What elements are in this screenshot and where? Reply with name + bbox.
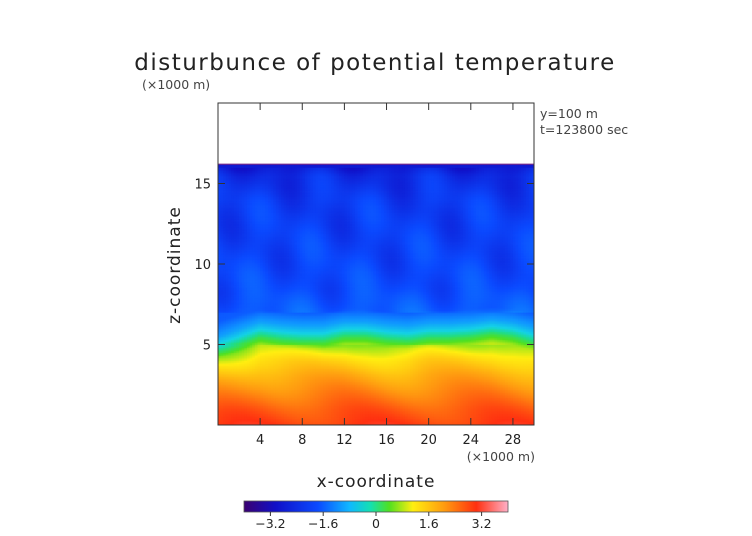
z-axis-label: z-coordinate bbox=[165, 206, 185, 324]
annotations: y=100 mt=123800 sec bbox=[540, 106, 628, 137]
z-tick-label: 5 bbox=[203, 339, 211, 354]
x-axis-label: x-coordinate bbox=[317, 472, 436, 492]
z-unit-label: (×1000 m) bbox=[142, 77, 210, 92]
x-tick-label: 28 bbox=[505, 433, 522, 448]
z-tick-label: 10 bbox=[194, 258, 211, 273]
x-tick-label: 12 bbox=[336, 433, 353, 448]
colorbar-tick-label: 0 bbox=[372, 516, 380, 531]
colorbar-tick-label: 1.6 bbox=[419, 516, 439, 531]
x-tick-label: 8 bbox=[298, 433, 306, 448]
annotation-text: y=100 m bbox=[540, 106, 598, 121]
colorbar bbox=[244, 501, 508, 512]
x-unit-label: (×1000 m) bbox=[467, 449, 535, 464]
contour-field bbox=[218, 164, 534, 425]
x-tick-label: 16 bbox=[378, 433, 395, 448]
x-tick-label: 4 bbox=[256, 433, 264, 448]
x-tick-label: 24 bbox=[463, 433, 480, 448]
colorbar-tick-label: 3.2 bbox=[472, 516, 492, 531]
z-tick-label: 15 bbox=[194, 178, 211, 193]
chart-title: disturbunce of potential temperature bbox=[134, 50, 616, 76]
colorbar-tick-label: −3.2 bbox=[255, 516, 285, 531]
colorbar-ticks: −3.2 −1.6 0 1.6 3.2 bbox=[255, 512, 491, 531]
colorbar-tick-label: −1.6 bbox=[308, 516, 338, 531]
annotation-text: t=123800 sec bbox=[540, 122, 628, 137]
x-tick-label: 20 bbox=[420, 433, 437, 448]
